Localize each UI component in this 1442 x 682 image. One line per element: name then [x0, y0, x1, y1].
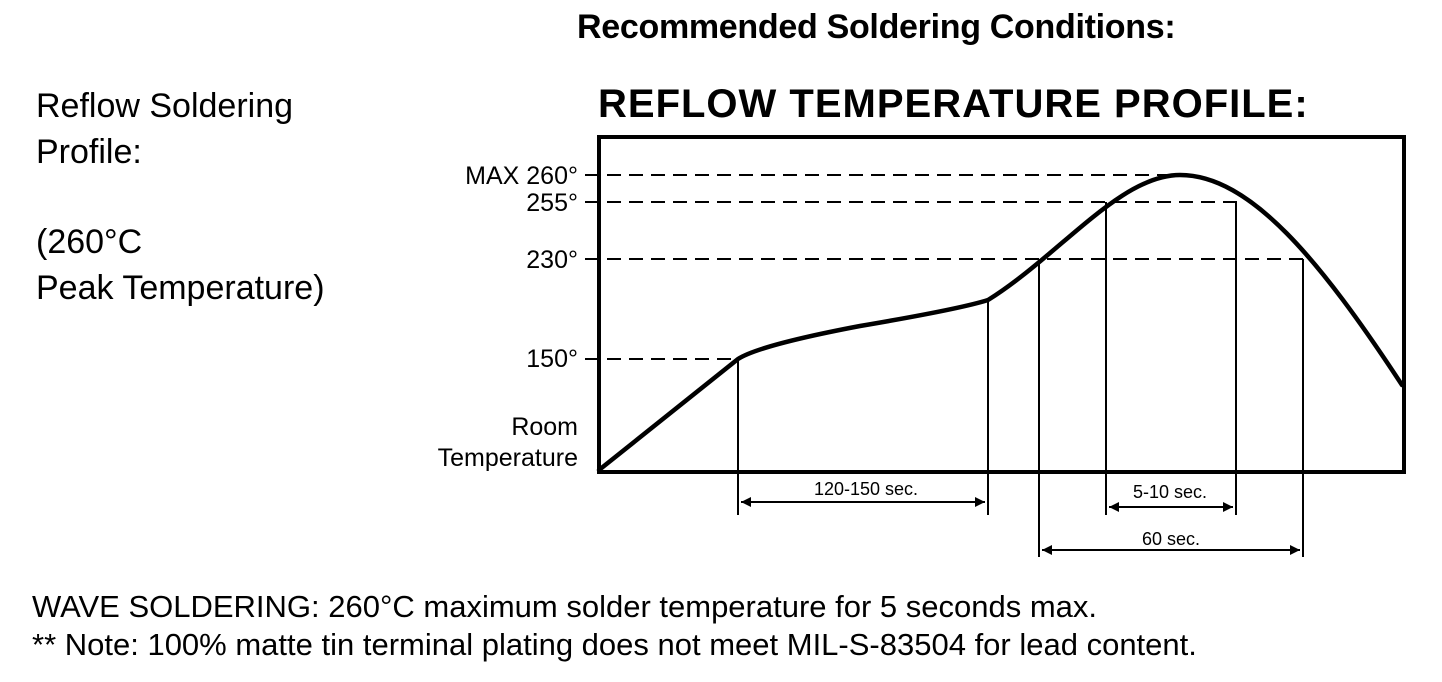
side-label-line-3: (260°C	[36, 223, 143, 261]
side-label-line-4: Peak Temperature)	[36, 269, 325, 307]
y-label-max-260: MAX 260°	[465, 162, 578, 190]
duration-label-peak: 5-10 sec.	[1133, 482, 1207, 502]
y-label-room: Room	[511, 413, 578, 441]
y-label-temperature: Temperature	[438, 444, 578, 472]
temperature-curve	[596, 172, 1405, 473]
profile-title: REFLOW TEMPERATURE PROFILE:	[598, 82, 1309, 126]
wave-soldering-note: WAVE SOLDERING: 260°C maximum solder tem…	[32, 589, 1098, 624]
duration-label-above-230: 60 sec.	[1142, 529, 1200, 549]
tin-plating-note: ** Note: 100% matte tin terminal plating…	[32, 627, 1197, 662]
side-label-line-2: Profile:	[36, 133, 142, 171]
profile-frame	[597, 135, 1406, 474]
side-label-line-1: Reflow Soldering	[36, 87, 294, 125]
duration-label-preheat: 120-150 sec.	[814, 479, 918, 499]
y-label-150: 150°	[526, 345, 578, 373]
page-heading: Recommended Soldering Conditions:	[577, 8, 1176, 46]
y-label-230: 230°	[526, 246, 578, 274]
y-label-255: 255°	[526, 189, 578, 217]
